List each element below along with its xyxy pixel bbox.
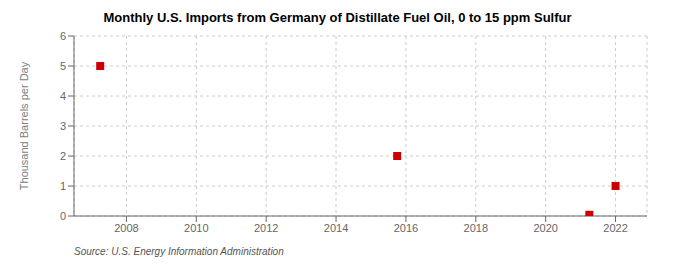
svg-text:2: 2 — [60, 150, 66, 162]
svg-text:6: 6 — [60, 30, 66, 42]
svg-text:2014: 2014 — [324, 222, 348, 234]
svg-text:2022: 2022 — [603, 222, 627, 234]
svg-text:2018: 2018 — [464, 222, 488, 234]
svg-text:2010: 2010 — [184, 222, 208, 234]
svg-text:1: 1 — [60, 180, 66, 192]
svg-text:5: 5 — [60, 60, 66, 72]
html-text:Source: U.S. Energy Informatio: Source: U.S. Energy Information Administ… — [74, 246, 284, 257]
svg-text:2008: 2008 — [114, 222, 138, 234]
html-text:Monthly U.S. Imports from Germ: Monthly U.S. Imports from Germany of Dis… — [103, 10, 572, 25]
svg-text:4: 4 — [60, 90, 66, 102]
svg-text:2012: 2012 — [254, 222, 278, 234]
svg-text:3: 3 — [60, 120, 66, 132]
svg-text:2020: 2020 — [533, 222, 557, 234]
svg-text:Thousand Barrels per Day: Thousand Barrels per Day — [18, 61, 30, 190]
svg-text:2016: 2016 — [394, 222, 418, 234]
svg-text:0: 0 — [60, 210, 66, 222]
